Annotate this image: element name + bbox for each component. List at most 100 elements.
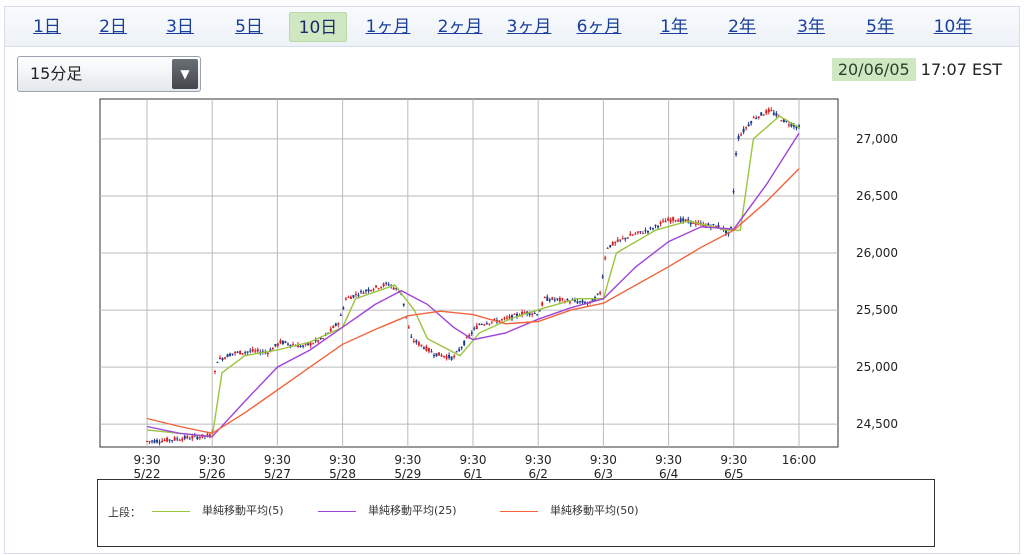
- x-tick-time-label: 9:30: [460, 453, 487, 467]
- candle-body: [219, 357, 222, 360]
- candle-body: [382, 283, 385, 287]
- candle-body: [536, 314, 539, 316]
- candle-body: [151, 440, 154, 442]
- candle-body: [375, 285, 378, 288]
- candle-body: [604, 257, 607, 259]
- candle-body: [385, 282, 388, 284]
- tab-1[interactable]: 1日: [33, 17, 61, 37]
- candle-body: [387, 284, 390, 286]
- candle-body: [206, 434, 209, 437]
- candle-body: [181, 438, 184, 441]
- candle-body: [410, 336, 413, 338]
- candle-body: [599, 292, 602, 294]
- candle-body: [254, 350, 257, 352]
- candle-body: [166, 437, 169, 442]
- candle-body: [407, 327, 410, 329]
- candle-body: [337, 323, 340, 325]
- candle-body: [377, 288, 380, 290]
- candle-body: [558, 298, 561, 302]
- candle-body: [782, 118, 785, 123]
- candle-body: [631, 234, 634, 236]
- candle-body: [478, 324, 481, 326]
- candle-body: [339, 314, 342, 316]
- candle-body: [724, 229, 727, 234]
- candle-body: [440, 354, 443, 357]
- candle-body: [672, 217, 675, 221]
- candle-body: [354, 293, 357, 295]
- candle-body: [543, 296, 546, 298]
- candle-body: [659, 222, 662, 224]
- tab-14[interactable]: 10年: [933, 17, 973, 37]
- candle-body: [188, 438, 191, 440]
- x-tick-date-label: 6/4: [659, 467, 678, 480]
- candle-body: [221, 357, 224, 361]
- candle-body: [158, 442, 161, 444]
- candle-body: [662, 220, 665, 222]
- tab-9[interactable]: 6ヶ月: [576, 17, 622, 37]
- x-tick-time-label: 9:30: [264, 453, 291, 467]
- tab-8[interactable]: 3ヶ月: [506, 17, 552, 37]
- candle-body: [425, 346, 428, 351]
- candle-body: [372, 289, 375, 291]
- candle-body: [329, 328, 332, 332]
- candle-body: [357, 295, 360, 297]
- candle-body: [483, 324, 486, 326]
- x-tick-date-label: 6/2: [529, 467, 548, 480]
- tab-13[interactable]: 5年: [866, 17, 894, 37]
- legend-item-sma50: 単純移動平均(50): [500, 504, 639, 518]
- candle-body: [556, 298, 559, 300]
- candle-body: [334, 323, 337, 326]
- candle-body: [689, 220, 692, 225]
- candle-body: [485, 323, 488, 325]
- candle-body: [760, 112, 763, 116]
- x-tick-date-label: 6/3: [594, 467, 613, 480]
- candle-body: [216, 361, 219, 363]
- candle-body: [367, 289, 370, 292]
- candle-body: [168, 439, 171, 441]
- tab-6[interactable]: 1ヶ月: [365, 17, 411, 37]
- candle-body: [359, 291, 362, 293]
- tab-4[interactable]: 5日: [235, 17, 263, 37]
- candle-body: [636, 231, 639, 233]
- candle-body: [621, 238, 624, 240]
- candle-body: [596, 293, 599, 295]
- tab-11[interactable]: 2年: [728, 17, 756, 37]
- x-tick-time-label: 9:30: [199, 453, 226, 467]
- tab-2[interactable]: 2日: [99, 17, 127, 37]
- candle-body: [453, 355, 456, 358]
- x-tick-time-label: 9:30: [655, 453, 682, 467]
- x-tick-date-label: 5/28: [329, 467, 356, 480]
- candle-body: [430, 351, 433, 353]
- tab-12[interactable]: 3年: [797, 17, 825, 37]
- candle-body: [417, 342, 420, 346]
- candle-body: [747, 124, 750, 126]
- candle-body: [787, 124, 790, 126]
- candle-body: [460, 346, 463, 348]
- candle-body: [156, 439, 159, 443]
- candle-body: [581, 300, 584, 303]
- tab-3[interactable]: 3日: [166, 17, 194, 37]
- tab-5[interactable]: 10日: [289, 12, 347, 42]
- x-tick-time-label: 9:30: [590, 453, 617, 467]
- candle-body: [684, 219, 687, 221]
- candle-body: [740, 134, 743, 136]
- candle-body: [538, 310, 541, 312]
- candle-body: [475, 325, 478, 330]
- interval-select[interactable]: 15分足 ▼: [17, 56, 201, 92]
- candle-body: [239, 350, 242, 355]
- x-tick-date-label: 6/1: [463, 467, 482, 480]
- candle-body: [193, 435, 196, 437]
- timestamp-time: 17:07 EST: [920, 60, 1002, 79]
- timestamp: 20/06/05 17:07 EST: [831, 58, 1002, 82]
- candle-body: [304, 343, 307, 345]
- tab-7[interactable]: 2ヶ月: [437, 17, 483, 37]
- candle-body: [641, 233, 644, 235]
- candle-body: [609, 245, 612, 248]
- candle-body: [352, 295, 355, 298]
- x-tick-date-label: 5/29: [394, 467, 421, 480]
- tab-10[interactable]: 1年: [660, 17, 688, 37]
- chevron-down-icon[interactable]: ▼: [172, 59, 198, 89]
- candle-body: [757, 116, 760, 118]
- x-tick-time-label: 9:30: [329, 453, 356, 467]
- candle-body: [445, 356, 448, 359]
